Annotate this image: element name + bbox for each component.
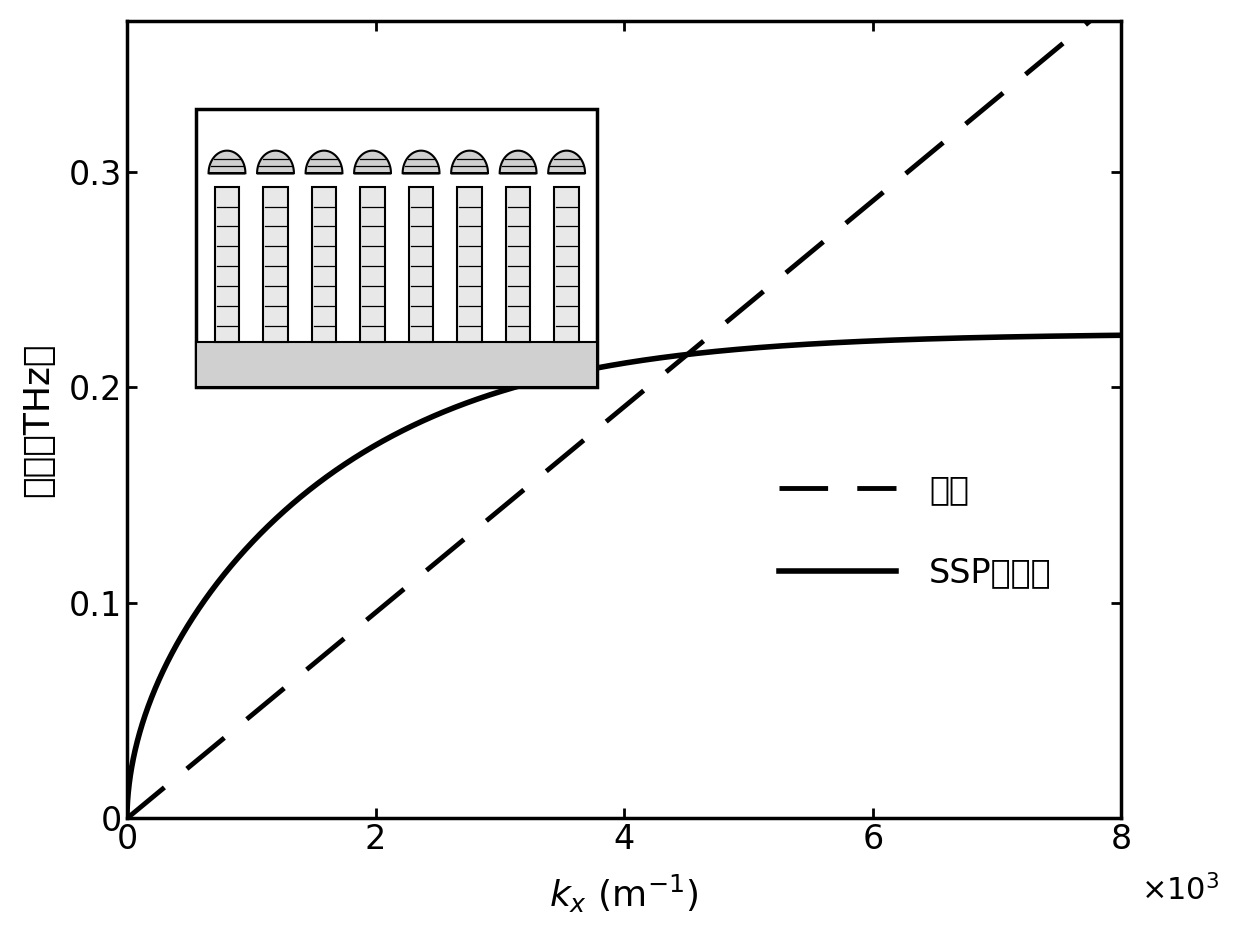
Bar [554,186,579,343]
Polygon shape [257,151,294,173]
X-axis label: $k_x\ \mathrm{(m^{-1})}$: $k_x\ \mathrm{(m^{-1})}$ [549,873,699,915]
Bar [458,186,482,343]
Polygon shape [500,151,537,173]
Polygon shape [451,151,489,173]
Bar [311,186,336,343]
Polygon shape [305,151,342,173]
Y-axis label: 频率（THz）: 频率（THz） [21,343,55,497]
Text: $\times10^3$: $\times10^3$ [1141,874,1220,907]
Bar [409,186,433,343]
Polygon shape [208,151,246,173]
Polygon shape [355,151,391,173]
Bar [196,343,598,388]
Bar [506,186,531,343]
Legend: 光线, SSP色散线: 光线, SSP色散线 [765,460,1065,603]
Polygon shape [548,151,585,173]
Bar [263,186,288,343]
Bar [215,186,239,343]
Bar [361,186,384,343]
Polygon shape [403,151,439,173]
